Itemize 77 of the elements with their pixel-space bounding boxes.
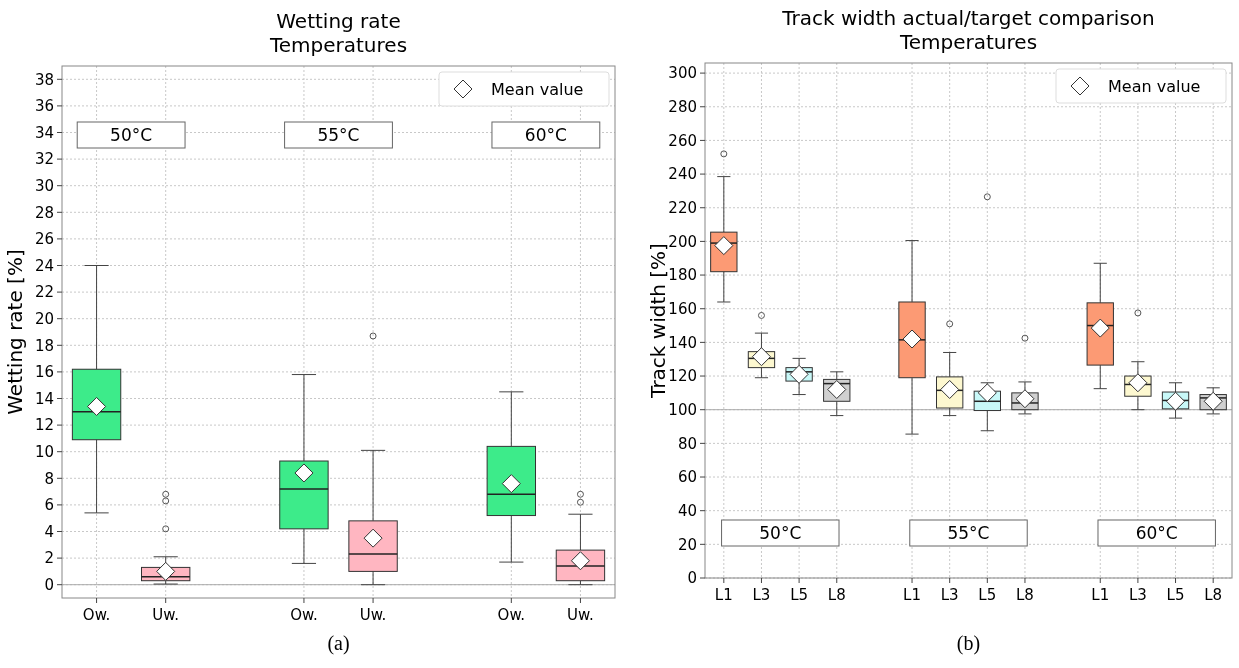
y-tick-label: 160 xyxy=(668,299,697,318)
chart-title: Track width actual/target comparison xyxy=(781,6,1155,30)
legend-label: Mean value xyxy=(1108,76,1201,96)
x-tick-label: L8 xyxy=(1204,586,1223,604)
y-tick-label: 8 xyxy=(44,469,54,488)
x-tick-label: Ow. xyxy=(82,606,111,624)
legend-label: Mean value xyxy=(491,79,584,99)
y-tick-label: 240 xyxy=(668,165,697,184)
point xyxy=(789,364,809,384)
y-axis-title: Wetting rate [%] xyxy=(3,249,27,415)
y-tick-label: 36 xyxy=(34,97,54,116)
x-tick-label: Ow. xyxy=(290,606,318,624)
x-tick-label: L5 xyxy=(790,586,809,604)
y-tick-label: 60 xyxy=(677,468,697,487)
y-tick-label: 26 xyxy=(34,230,54,249)
y-tick-label: 0 xyxy=(44,575,54,594)
y-tick-label: 20 xyxy=(677,535,697,554)
y-tick-label: 4 xyxy=(44,522,54,541)
y-tick-label: 20 xyxy=(34,309,54,328)
point xyxy=(751,347,771,367)
x-tick-label: L1 xyxy=(1091,586,1110,604)
y-axis-title: Track width [%] xyxy=(646,243,670,399)
annotation: 60°C xyxy=(1135,522,1178,543)
annotation: 60°C xyxy=(524,124,567,145)
x-tick-label: Uw. xyxy=(152,606,180,624)
y-tick-label: 28 xyxy=(34,203,54,222)
x-tick-label: Uw. xyxy=(359,606,387,624)
x-tick-label: L8 xyxy=(1016,586,1034,604)
x-tick-label: Uw. xyxy=(567,606,594,624)
y-tick-label: 38 xyxy=(34,70,54,89)
y-tick-label: 200 xyxy=(668,232,697,251)
y-tick-label: 220 xyxy=(668,198,697,217)
x-tick-label: L3 xyxy=(940,586,959,604)
point xyxy=(1203,391,1223,411)
y-tick-label: 6 xyxy=(44,496,54,515)
y-tick-label: 0 xyxy=(687,569,697,588)
y-tick-label: 18 xyxy=(34,336,54,355)
y-tick-label: 2 xyxy=(44,549,54,568)
point xyxy=(156,561,176,581)
y-tick-label: 180 xyxy=(668,266,697,285)
y-tick-label: 34 xyxy=(34,123,54,142)
y-tick-label: 12 xyxy=(34,416,54,435)
y-tick-label: 120 xyxy=(668,367,697,386)
annotation: 50°C xyxy=(110,124,153,145)
annotation: 50°C xyxy=(759,522,802,543)
point xyxy=(1015,389,1035,409)
point xyxy=(294,463,314,483)
y-tick-label: 30 xyxy=(34,176,54,195)
y-tick-label: 280 xyxy=(668,98,697,117)
y-tick-label: 24 xyxy=(34,256,54,275)
chart-subtitle: Temperatures xyxy=(268,33,408,57)
y-tick-label: 14 xyxy=(34,389,54,408)
x-tick-label: L3 xyxy=(1128,586,1147,604)
x-tick-label: L1 xyxy=(714,586,733,604)
x-tick-label: L5 xyxy=(978,586,997,604)
x-tick-label: L1 xyxy=(903,586,921,604)
point xyxy=(1166,391,1186,411)
y-tick-label: 40 xyxy=(677,501,697,520)
y-tick-label: 140 xyxy=(668,333,697,352)
x-tick-label: L5 xyxy=(1166,586,1185,604)
annotation: 55°C xyxy=(947,522,990,543)
y-tick-label: 10 xyxy=(34,442,54,461)
y-tick-label: 32 xyxy=(34,150,54,169)
x-tick-label: Ow. xyxy=(497,606,526,624)
annotation: 55°C xyxy=(317,124,360,145)
y-tick-label: 22 xyxy=(34,283,54,302)
x-tick-label: L8 xyxy=(827,586,846,604)
chart-subtitle: Temperatures xyxy=(898,30,1038,54)
chart-title: Wetting rate xyxy=(276,9,401,33)
y-tick-label: 260 xyxy=(668,131,697,150)
y-tick-label: 300 xyxy=(668,64,697,83)
y-tick-label: 100 xyxy=(668,400,697,419)
text: (b) xyxy=(956,632,981,655)
y-tick-label: 16 xyxy=(34,363,54,382)
text: (a) xyxy=(327,632,350,655)
x-tick-label: L3 xyxy=(752,586,771,604)
y-tick-label: 80 xyxy=(677,434,697,453)
